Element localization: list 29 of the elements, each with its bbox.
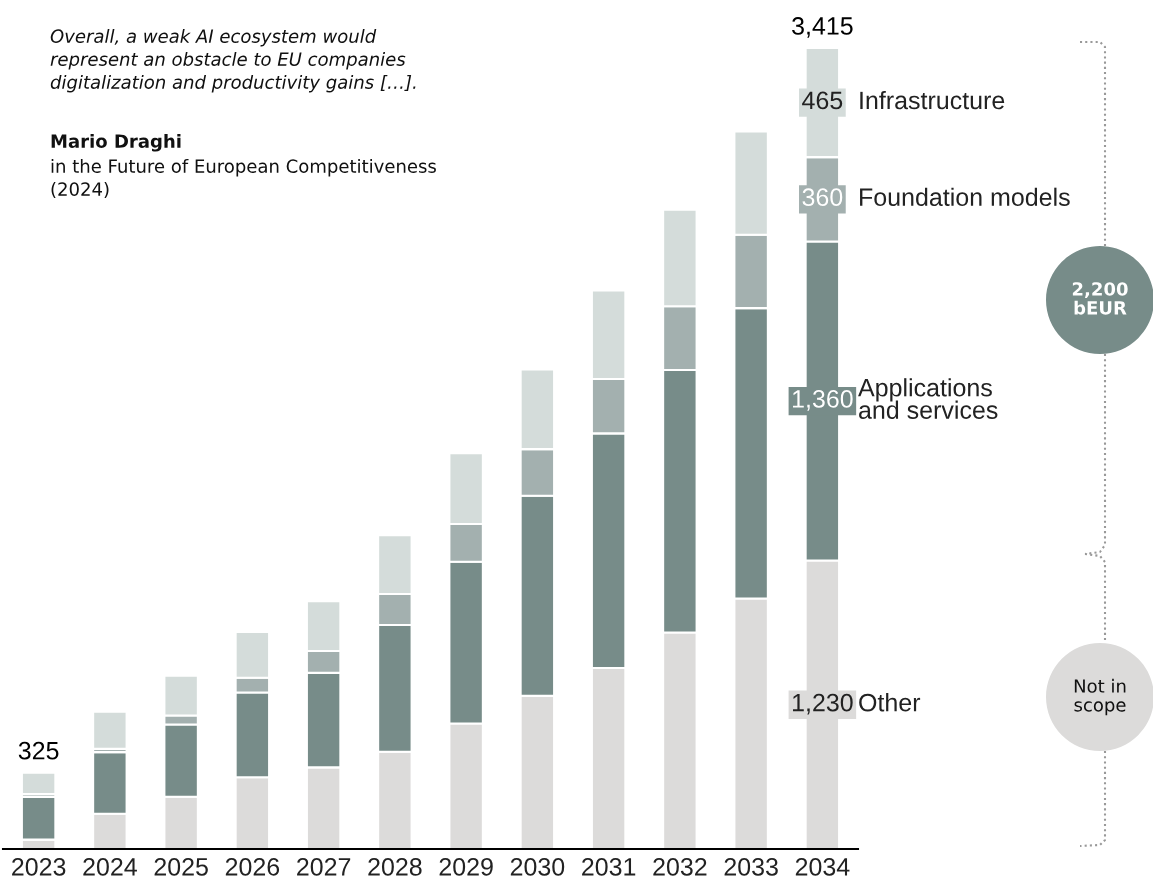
legend-label: Foundation models [860, 187, 1070, 207]
x-tick-label: 2028 [368, 857, 422, 876]
total-label: 325 [18, 741, 59, 760]
text: Not in scope [1074, 678, 1126, 716]
data-label: 1,360 [793, 390, 853, 411]
x-tick-label: 2023 [12, 857, 66, 876]
data-label: 1,230 [793, 693, 853, 715]
x-tick-label: 2032 [653, 857, 707, 876]
data-label: 360 [802, 188, 843, 207]
bar [20, 771, 57, 796]
legend-label: Applications and services [858, 378, 998, 419]
x-tick-label: 2030 [510, 857, 565, 876]
text: 2,200 bEUR [1072, 282, 1128, 315]
x-tick-label: 2027 [297, 857, 351, 876]
x-tick-label: 2029 [439, 857, 493, 876]
data-label: 465 [802, 91, 843, 110]
annotation: Overall, a weak AI ecosystem would represent an obstacle to EU companies digitalization and productivity gains […]. [50, 29, 416, 93]
legend-label: Infrastructure [860, 90, 1005, 110]
annotation: in the Future of European Competitiveness (2024) [51, 159, 436, 199]
legend-label: Other [859, 693, 921, 712]
x-tick-label: 2025 [154, 857, 208, 876]
x-tick-label: 2026 [225, 857, 280, 876]
x-tick-label: 2033 [724, 857, 778, 876]
total-label: 3,415 [792, 17, 853, 38]
x-tick-label: 2031 [582, 857, 636, 876]
x-tick-label: 2024 [83, 857, 137, 876]
annotation: Mario Draghi [51, 134, 181, 152]
bar [92, 710, 128, 750]
x-tick-label: 2034 [795, 857, 850, 876]
